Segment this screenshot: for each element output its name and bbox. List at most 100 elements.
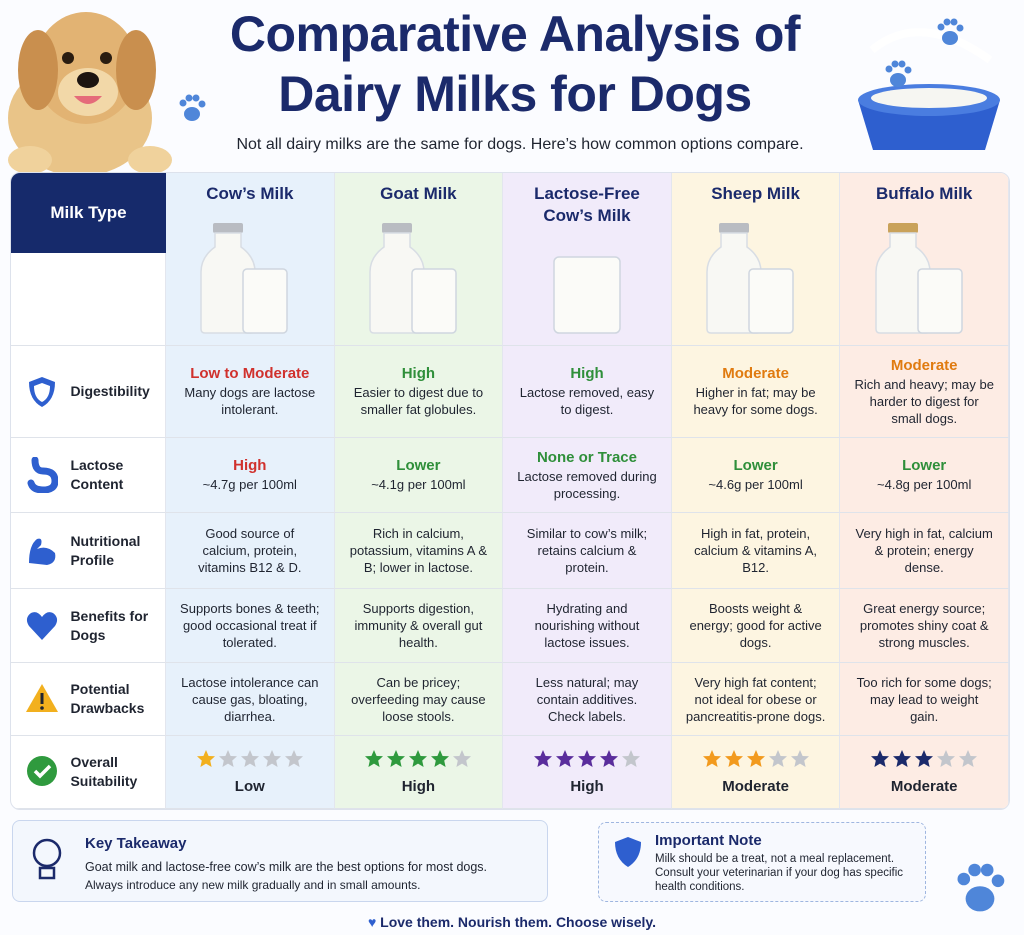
cell-text: Supports bones & teeth; good occasional …: [180, 601, 320, 650]
column-name: Lactose-Free Cow’s Milk: [534, 184, 640, 225]
table-cell: Lower ~4.6g per 100ml: [671, 438, 841, 513]
glass: [242, 268, 289, 334]
star-empty: [959, 749, 978, 767]
column-header: Sheep Milk: [671, 173, 841, 346]
table-cell: Very high in fat, calcium & protein; ene…: [840, 513, 1009, 589]
star-empty: [240, 749, 259, 767]
star: [555, 749, 574, 767]
cell-text: Boosts weight & energy; good for active …: [689, 601, 822, 650]
cell-text: Lactose removed, easy to digest.: [519, 385, 655, 417]
column-name: Cow’s Milk: [206, 184, 294, 203]
cell-text: Can be pricey; overfeeding may cause loo…: [351, 674, 486, 724]
suitability-label: High: [401, 777, 436, 795]
star-rating: [196, 749, 303, 767]
star: [387, 749, 406, 767]
table-cell: Rich in calcium, potassium, vitamins A &…: [334, 513, 504, 589]
suitability-label: Low: [234, 777, 265, 795]
cell-text: Less natural; may contain additives. Che…: [535, 674, 639, 724]
cell-text: Lactose intolerance can cause gas, bloat…: [181, 674, 319, 724]
column-name: Goat Milk: [380, 184, 457, 203]
cell-text: High in fat, protein, calcium & vitamins…: [694, 526, 817, 575]
table-cell: Hydrating and nourishing without lactose…: [503, 589, 672, 663]
row-label-cell: Benefits for Dogs: [11, 589, 166, 663]
note-title: Important Note: [655, 832, 762, 849]
table-cell: Similar to cow’s milk; retains calcium &…: [503, 513, 672, 589]
rating: High: [233, 457, 267, 474]
dog: [8, 12, 172, 176]
glass: [748, 268, 794, 334]
table-cell: Boosts weight & energy; good for active …: [671, 589, 841, 663]
column-header: Goat Milk: [334, 173, 504, 346]
rating: None or Trace: [536, 448, 637, 466]
takeaway-line: Goat milk and lactose-free cow’s milk ar…: [85, 860, 488, 874]
bowl: [858, 28, 1000, 150]
star: [893, 749, 912, 767]
star: [702, 749, 721, 767]
row-label-cell: Digestibility: [11, 346, 166, 438]
suitability-label: Moderate: [722, 777, 789, 795]
cell-text: Supports digestion, immunity & overall g…: [354, 601, 483, 650]
column-header: Cow’s Milk: [166, 173, 335, 346]
milk-image: [706, 223, 794, 334]
star-empty: [218, 749, 237, 767]
table-cell: High in fat, protein, calcium & vitamins…: [671, 513, 841, 589]
cell-text: Many dogs are lactose intolerant.: [184, 385, 316, 417]
cell-text: Rich in calcium, potassium, vitamins A &…: [349, 526, 488, 575]
star: [196, 749, 215, 767]
table-cell: Lactose intolerance can cause gas, bloat…: [166, 663, 335, 736]
star: [577, 749, 596, 767]
star-empty: [284, 749, 303, 767]
star: [409, 749, 428, 767]
row-icon: [29, 538, 56, 565]
table-cell: High ~4.7g per 100ml: [166, 438, 335, 513]
cell-text: Great energy source; promotes shiny coat…: [859, 601, 989, 650]
row-label: Digestibility: [70, 383, 150, 399]
milk-image: [874, 223, 963, 334]
row-label-cell: Nutritional Profile: [11, 513, 166, 589]
bottle-cap: [887, 223, 918, 233]
rating: Moderate: [722, 365, 789, 382]
star-empty: [621, 749, 640, 767]
row-icon: [27, 457, 59, 493]
row-label: Overall Suitability: [70, 754, 138, 789]
glass: [553, 256, 622, 334]
rating: Lower: [902, 457, 947, 474]
suitability-label: High: [570, 777, 604, 795]
star: [599, 749, 618, 767]
cell-text: Rich and heavy; may be harder to digest …: [854, 376, 994, 426]
table-cell: Good source of calcium, protein, vitamin…: [166, 513, 335, 589]
shield-icon: [615, 837, 641, 867]
note-text: Milk should be a treat, not a meal repla…: [655, 853, 904, 893]
corner-blank: [11, 253, 166, 346]
table-cell: Low to Moderate Many dogs are lactose int…: [166, 346, 335, 438]
table-cell: Supports bones & teeth; good occasional …: [166, 589, 335, 663]
cell-text: ~4.7g per 100ml: [202, 477, 297, 492]
cell-text: Similar to cow’s milk; retains calcium &…: [526, 526, 648, 575]
cell-text: ~4.1g per 100ml: [371, 477, 466, 492]
rating: Low to Moderate: [190, 365, 310, 382]
column-header: Buffalo Milk: [840, 173, 1009, 346]
cell-text: Very high in fat, calcium & protein; ene…: [855, 526, 993, 575]
bottle-cap: [719, 223, 750, 233]
suitability-label: Moderate: [890, 777, 958, 795]
rating: Lower: [733, 457, 778, 474]
star-empty: [937, 749, 956, 767]
star: [533, 749, 552, 767]
row-label-cell: Lactose Content: [11, 438, 166, 513]
cell-text: Lactose removed during processing.: [517, 468, 657, 501]
table-cell: Supports digestion, immunity & overall g…: [334, 589, 504, 663]
cell-text: Easier to digest due to smaller fat glob…: [353, 385, 484, 417]
row-label: Benefits for Dogs: [70, 607, 149, 643]
star-empty: [453, 749, 472, 767]
bulb-icon: [32, 838, 62, 880]
table-cell: Less natural; may contain additives. Che…: [503, 663, 672, 736]
cell-text: ~4.8g per 100ml: [877, 477, 972, 492]
star-empty: [768, 749, 787, 767]
table-cell: High: [334, 736, 504, 809]
takeaway-line: Always introduce any new milk gradually …: [85, 878, 421, 892]
table-cell: Moderate Higher in fat; may be heavy for …: [671, 346, 841, 438]
table-cell: Very high fat content; not ideal for obe…: [671, 663, 841, 736]
row-label: Potential Drawbacks: [70, 681, 145, 716]
row-icon: [29, 376, 55, 407]
